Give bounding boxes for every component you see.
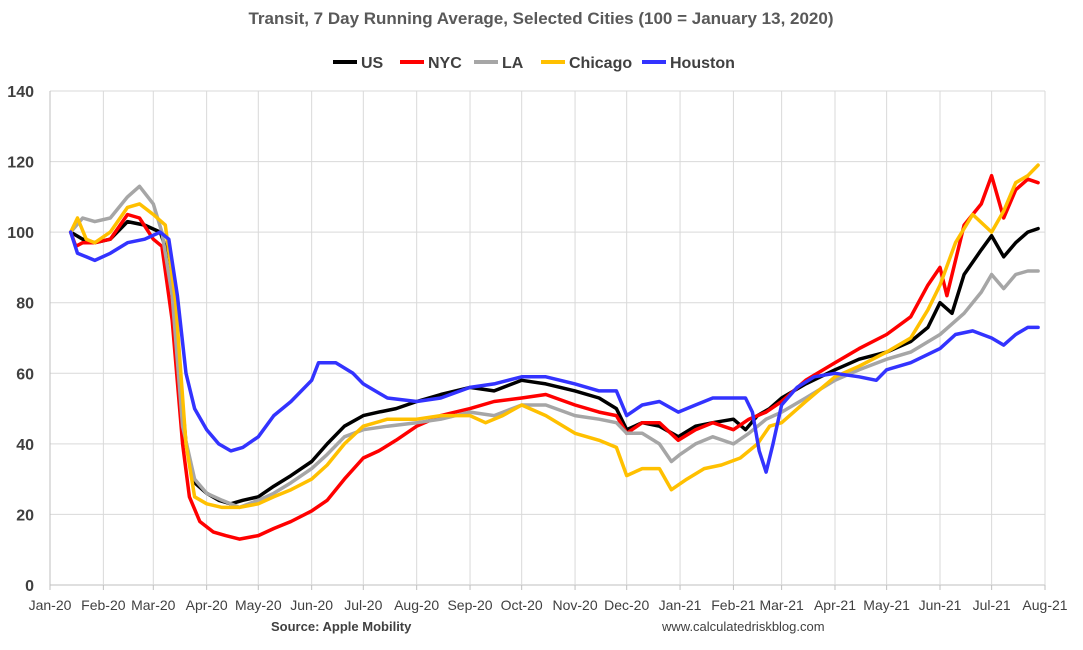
legend: US NYC LA Chicago Houston (333, 55, 735, 72)
x-tick-label: May-20 (235, 597, 282, 613)
x-tick-label: May-21 (863, 597, 910, 613)
x-tick-label: Jun-21 (919, 597, 962, 613)
series-group (68, 163, 1040, 541)
x-tick-label: Sep-20 (447, 597, 492, 613)
series-line-us (68, 219, 1040, 506)
x-tick-label: Feb-21 (711, 597, 756, 613)
source-note: Source: Apple Mobility (271, 619, 412, 634)
y-tick-label: 100 (7, 225, 34, 242)
series-line-chicago (68, 163, 1040, 510)
y-tick-label: 0 (25, 578, 34, 595)
x-tick-label: Mar-21 (759, 597, 804, 613)
gridlines (49, 90, 1046, 586)
legend-label-chicago: Chicago (569, 55, 632, 72)
y-tick-label: 40 (16, 437, 34, 454)
x-tick-label: Jul-20 (344, 597, 382, 613)
y-tick-label: 20 (16, 507, 34, 524)
series-line-houston (68, 230, 1040, 474)
x-tick-label: Feb-20 (81, 597, 126, 613)
y-axis-ticks: 0 20 40 60 80 100 120 140 (7, 84, 34, 595)
x-tick-label: Aug-21 (1022, 597, 1067, 613)
legend-label-la: LA (502, 55, 524, 72)
chart-title: Transit, 7 Day Running Average, Selected… (248, 9, 833, 28)
x-tick-label: Jan-21 (659, 597, 702, 613)
y-tick-label: 80 (16, 296, 34, 313)
x-tick-label: Jul-21 (973, 597, 1011, 613)
x-tick-label: Apr-20 (186, 597, 228, 613)
y-tick-label: 60 (16, 366, 34, 383)
legend-label-nyc: NYC (428, 55, 462, 72)
x-axis-ticks: Jan-20 Feb-20 Mar-20 Apr-20 May-20 Jun-20 Jul-… (29, 585, 1068, 613)
series-line-la (68, 184, 1040, 510)
legend-label-houston: Houston (670, 55, 735, 72)
y-tick-label: 140 (7, 84, 34, 101)
x-tick-label: Jan-20 (29, 597, 72, 613)
x-tick-label: Mar-20 (131, 597, 176, 613)
x-tick-label: Nov-20 (552, 597, 597, 613)
y-tick-label: 120 (7, 155, 34, 172)
x-tick-label: Apr-21 (814, 597, 856, 613)
x-tick-label: Aug-20 (394, 597, 439, 613)
legend-label-us: US (361, 55, 384, 72)
x-tick-label: Jun-20 (290, 597, 333, 613)
x-tick-label: Dec-20 (604, 597, 649, 613)
x-tick-label: Oct-20 (501, 597, 543, 613)
website-credit: www.calculatedriskblog.com (661, 619, 825, 634)
